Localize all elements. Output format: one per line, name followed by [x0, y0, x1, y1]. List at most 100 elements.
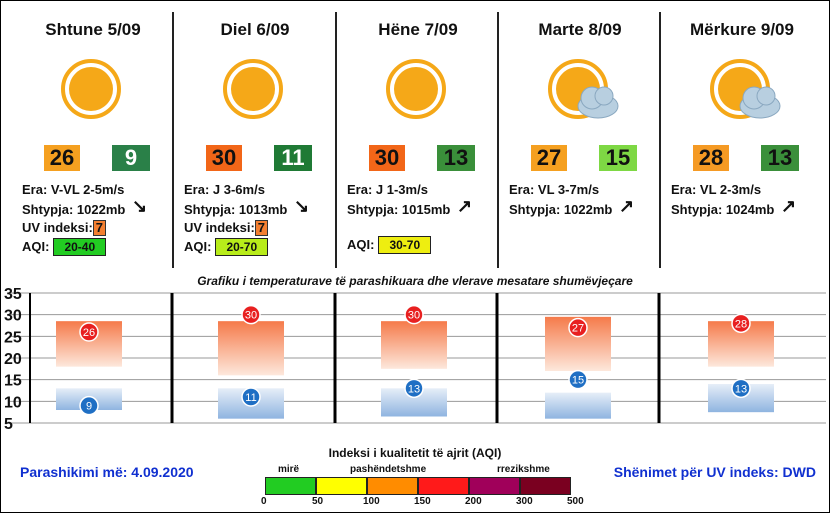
max-temp-point	[731, 313, 751, 334]
data-label: 13	[735, 383, 747, 395]
min-temp-point	[731, 378, 751, 399]
wind-info: Era: J 1-3m/s	[347, 182, 428, 197]
aqi-scale-segment	[469, 477, 520, 495]
min-temp-badge: 11	[274, 145, 312, 171]
min-temp-point	[568, 369, 588, 390]
y-tick-label: 15	[4, 373, 22, 390]
max-temp-badge: 30	[369, 145, 405, 171]
aqi-category-label: mirë	[278, 464, 300, 475]
pressure-info: Shtypja: 1022mb	[22, 202, 126, 217]
day-title: Diel 6/09	[220, 20, 290, 39]
max-temp-point	[404, 304, 424, 325]
data-label: 15	[572, 375, 584, 387]
data-label: 11	[245, 392, 256, 404]
aqi-value-badge: 20-70	[215, 238, 269, 256]
data-label: 28	[735, 318, 747, 330]
aqi-info: AQI: 20-40	[22, 238, 107, 256]
wind-direction-icon: ↗	[619, 196, 635, 216]
data-label: 9	[86, 401, 92, 413]
aqi-scale-tick: 200	[465, 496, 482, 507]
sun-cloud-icon	[548, 59, 619, 119]
min-temp-badge: 9	[112, 145, 150, 171]
day-column: Mërkure 9/09 28 13 Era: VL 2-3m/s Shtypja: 1…	[661, 0, 823, 268]
column-divider	[172, 12, 174, 268]
wind-info: Era: V-VL 2-5m/s	[22, 182, 125, 197]
aqi-category-label: pashëndetshme	[350, 464, 427, 475]
aqi-scale-tick: 500	[567, 496, 584, 507]
column-divider	[497, 12, 499, 268]
pressure-info: Shtypja: 1015mb	[347, 202, 451, 217]
min-temp-point	[241, 387, 261, 407]
day-column: Shtune 5/09 26 9 Era: V-VL 2-5m/s Shtypja: 1…	[12, 0, 174, 268]
min-normal-band	[545, 392, 611, 419]
uv-label: UV indeksi:	[22, 220, 93, 235]
max-temp-point	[241, 304, 261, 325]
aqi-scale-segment	[316, 477, 367, 495]
pressure-info: Shtypja: 1024mb	[671, 202, 775, 217]
aqi-label: AQI:	[22, 239, 50, 254]
max-temp-point	[568, 317, 588, 338]
wind-direction-icon: ↗	[781, 196, 797, 216]
day-title: Mërkure 9/09	[690, 20, 794, 39]
aqi-category-label: rrezikshme	[497, 464, 550, 475]
day-column: Marte 8/09 27 15 Era: VL 3-7m/s Shtypja: 102…	[499, 0, 661, 268]
chart-title: Grafiku i temperaturave të parashikuara …	[197, 274, 633, 288]
wind-direction-icon: ↘	[132, 196, 148, 216]
wind-direction-icon: ↗	[457, 196, 473, 216]
data-label: 30	[408, 310, 420, 322]
aqi-scale-tick: 150	[414, 496, 431, 507]
max-temp-badge: 28	[693, 145, 729, 171]
aqi-scale-tick: 300	[516, 496, 533, 507]
day-title: Marte 8/09	[538, 20, 622, 39]
uv-label: UV indeksi:	[184, 220, 255, 235]
wind-info: Era: VL 2-3m/s	[671, 182, 762, 197]
y-tick-label: 10	[4, 394, 22, 411]
aqi-legend-title: Indeksi i kualitetit të ajrit (AQI)	[328, 446, 502, 460]
min-temp-point	[404, 378, 424, 399]
aqi-scale-tick: 50	[312, 496, 324, 507]
wind-direction-icon: ↘	[294, 196, 310, 216]
y-tick-label: 35	[4, 288, 22, 303]
day-column: Hëne 7/09 30 13 Era: J 1-3m/s Shtypja: 1015m…	[337, 0, 499, 268]
data-label: 27	[572, 323, 584, 335]
max-temp-badge: 26	[44, 145, 80, 171]
pressure-info: Shtypja: 1022mb	[509, 202, 613, 217]
aqi-scale-segment	[418, 477, 469, 495]
max-normal-band	[381, 321, 447, 369]
data-label: 30	[245, 310, 257, 322]
aqi-scale-segment	[367, 477, 418, 495]
max-normal-band	[218, 321, 284, 376]
aqi-label: AQI:	[347, 237, 375, 252]
max-temp-point	[79, 322, 99, 342]
uv-index: UV indeksi: 7	[184, 220, 269, 236]
max-temp-badge: 27	[531, 145, 567, 171]
day-title: Shtune 5/09	[45, 20, 141, 39]
column-divider	[335, 12, 337, 268]
min-temp-badge: 13	[761, 145, 799, 171]
y-tick-label: 25	[4, 329, 22, 346]
min-temp-badge: 13	[437, 145, 475, 171]
sun-icon	[386, 59, 446, 119]
uv-index: UV indeksi: 7	[22, 220, 107, 236]
y-tick-label: 30	[4, 308, 22, 325]
forecast-date: Parashikimi më: 4.09.2020	[20, 464, 194, 480]
aqi-label: AQI:	[184, 239, 212, 254]
min-temp-point	[79, 395, 99, 416]
aqi-value-badge: 20-40	[53, 238, 107, 256]
day-column: Diel 6/09 30 11 Era: J 3-6m/s Shtypja: 1013m…	[174, 0, 336, 268]
temperature-chart: 35 30 25 20 15 10 5 26 30 30 27 28 9 11 13 15 13	[4, 288, 826, 433]
aqi-scale-segment	[265, 477, 316, 495]
data-label: 13	[408, 383, 420, 395]
column-divider	[659, 12, 661, 268]
day-title: Hëne 7/09	[378, 20, 458, 39]
aqi-scale-tick: 0	[261, 496, 267, 507]
aqi-value-badge: 30-70	[378, 236, 432, 254]
wind-info: Era: J 3-6m/s	[184, 182, 265, 197]
aqi-info: AQI: 20-70	[184, 238, 269, 256]
wind-info: Era: VL 3-7m/s	[509, 182, 600, 197]
uv-source-note: Shënimet për UV indeks: DWD	[613, 464, 816, 480]
aqi-scale-segment	[520, 477, 571, 495]
aqi-scale-tick: 100	[363, 496, 380, 507]
min-temp-badge: 15	[599, 145, 637, 171]
y-tick-label: 20	[4, 351, 22, 368]
